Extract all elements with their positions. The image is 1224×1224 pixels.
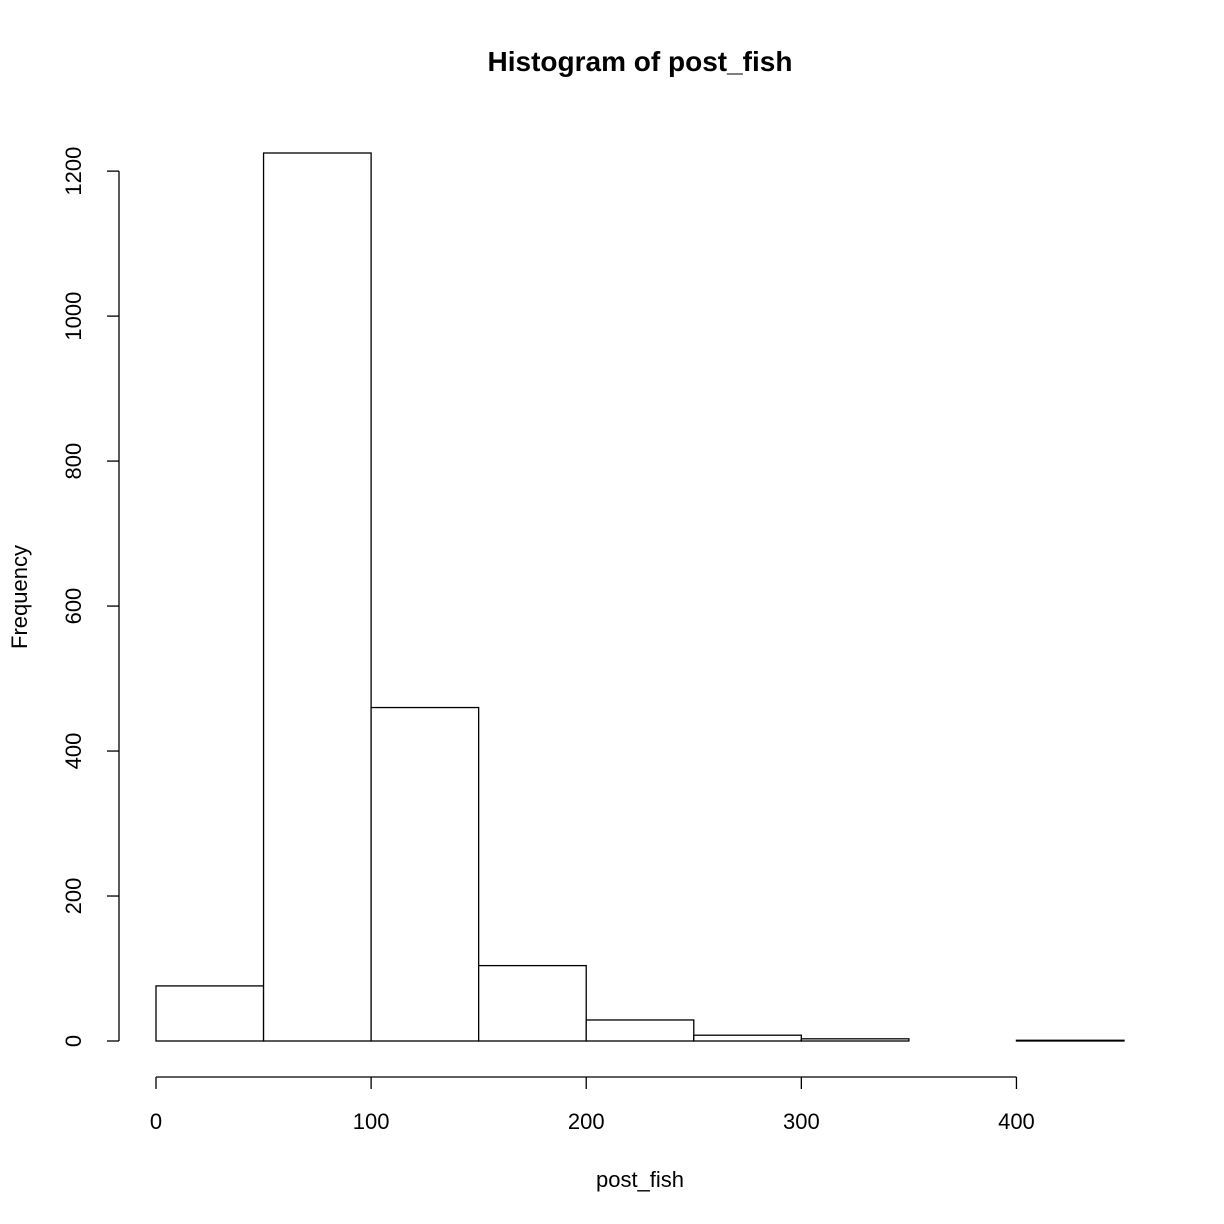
y-tick-label: 600 xyxy=(61,588,86,625)
y-tick-label: 1200 xyxy=(61,147,86,196)
x-tick-label: 200 xyxy=(568,1109,605,1134)
y-axis: 0 200 400 600 800 1000 1200 xyxy=(61,147,120,1047)
y-tick-label: 400 xyxy=(61,733,86,770)
histogram-bar-6 xyxy=(800,1038,910,1042)
x-axis: 0 100 200 300 400 xyxy=(150,1076,1035,1134)
histogram-bar-4 xyxy=(585,1019,695,1042)
x-tick-label: 0 xyxy=(150,1109,162,1134)
histogram-bar-0 xyxy=(155,985,265,1042)
x-axis-label: post_fish xyxy=(596,1167,684,1192)
histogram-bars xyxy=(155,152,1125,1042)
y-tick-label: 1000 xyxy=(61,292,86,341)
histogram-bar-5 xyxy=(693,1034,802,1042)
histogram-bar-2 xyxy=(370,706,480,1042)
y-tick-label: 800 xyxy=(61,443,86,480)
chart-title: Histogram of post_fish xyxy=(488,46,793,77)
y-tick-label: 0 xyxy=(61,1035,86,1047)
x-tick-label: 400 xyxy=(998,1109,1035,1134)
histogram-bar-3 xyxy=(478,964,587,1042)
y-tick-label: 200 xyxy=(61,878,86,915)
x-tick-label: 300 xyxy=(783,1109,820,1134)
histogram-bar-8 xyxy=(1015,1039,1125,1042)
x-tick-label: 100 xyxy=(353,1109,390,1134)
histogram-bar-1 xyxy=(262,152,372,1042)
y-axis-label: Frequency xyxy=(7,545,32,649)
